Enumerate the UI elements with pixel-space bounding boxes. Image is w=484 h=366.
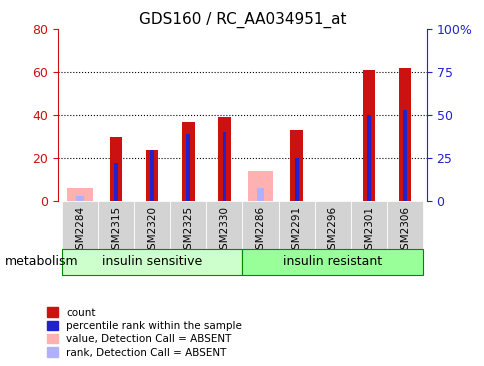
Title: GDS160 / RC_AA034951_at: GDS160 / RC_AA034951_at [138,12,346,28]
Bar [67,188,92,201]
Bar [109,137,122,201]
Bar [222,132,226,201]
Bar [402,110,406,201]
Bar [150,150,154,201]
Bar [366,115,370,201]
Legend: count, percentile rank within the sample, value, Detection Call = ABSENT, rank, : count, percentile rank within the sample… [44,304,244,361]
Bar [247,171,272,201]
Bar [290,130,302,201]
Bar [256,187,264,201]
Bar [218,117,230,201]
Bar [398,68,410,201]
Bar [362,70,375,201]
Bar [294,158,298,201]
Text: insulin resistant: insulin resistant [283,255,381,268]
Bar [146,150,158,201]
Text: insulin sensitive: insulin sensitive [102,255,202,268]
Text: metabolism: metabolism [5,255,78,268]
Bar [114,164,118,201]
Bar [186,134,190,201]
Bar [76,196,84,201]
Bar [182,122,194,201]
